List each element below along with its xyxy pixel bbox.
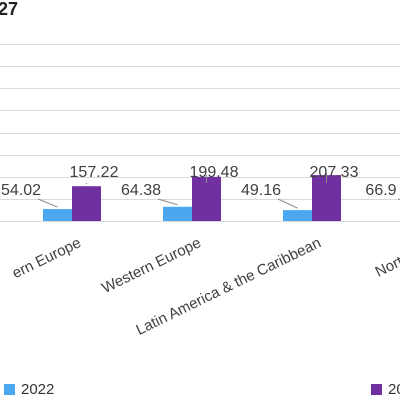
data-label-20-1: 199.48 bbox=[190, 164, 239, 181]
bar-2022-0 bbox=[43, 209, 72, 221]
legend-item-2022: 2022 bbox=[4, 381, 54, 398]
bar-20-1 bbox=[192, 176, 221, 221]
data-label-20-0: 157.22 bbox=[70, 164, 119, 181]
bar-20-0 bbox=[72, 186, 101, 221]
legend-label-2022: 2022 bbox=[21, 381, 55, 398]
legend-swatch-2022 bbox=[4, 384, 15, 395]
bar-2022-1 bbox=[163, 206, 192, 221]
category-label-1: Western Europe bbox=[99, 234, 204, 297]
leader-line bbox=[277, 198, 298, 209]
leader-line bbox=[157, 198, 178, 206]
data-label-2022-2: 49.16 bbox=[241, 182, 281, 199]
data-label-20-2: 207.33 bbox=[310, 164, 359, 181]
chart-title: 27 bbox=[0, 0, 19, 19]
legend-item-second: 20 bbox=[371, 381, 400, 398]
leader-line bbox=[37, 198, 58, 208]
data-label-2022-0: 54.02 bbox=[1, 182, 41, 199]
legend-label-second: 20 bbox=[388, 381, 400, 398]
category-label-3: North Ame bbox=[373, 234, 400, 280]
legend-swatch-second bbox=[371, 384, 382, 395]
data-label-2022-1: 64.38 bbox=[121, 182, 161, 199]
category-label-0: ern Europe bbox=[10, 234, 84, 282]
data-label-2022-3: 66.9 bbox=[365, 182, 396, 199]
bar-2022-2 bbox=[283, 210, 312, 221]
